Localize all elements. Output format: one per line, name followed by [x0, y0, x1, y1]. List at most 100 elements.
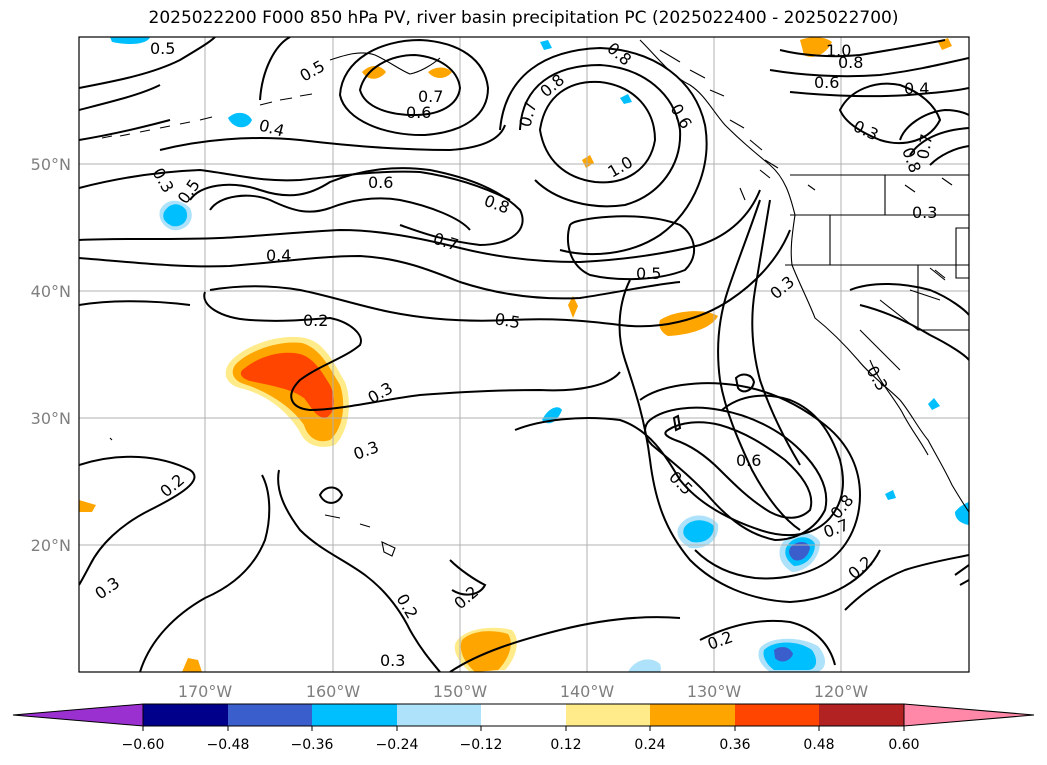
colorbar-segment: [650, 704, 735, 726]
colorbar: −0.60 −0.48 −0.36 −0.24 −0.12 0.12 0.24 …: [12, 703, 1035, 753]
contour-label: 0.6: [406, 103, 431, 122]
colorbar-segment: [228, 704, 312, 726]
contour-label: 0.7: [418, 87, 443, 106]
pv-contour-line: [189, 167, 524, 247]
contour-label: 0.8: [603, 39, 635, 70]
pv-contour-line: [566, 215, 695, 281]
negative-anomaly-patch: [774, 646, 793, 662]
colorbar-tick-label: 0.24: [634, 737, 665, 753]
positive-anomaly-patch: [938, 38, 952, 50]
colorbar-tick-label: 0.60: [888, 737, 919, 753]
contour-label: 1.0: [826, 41, 851, 60]
colorbar-tick-label: −0.36: [291, 737, 334, 753]
pv-contour-line: [449, 559, 487, 596]
pv-contour-line: [79, 455, 196, 586]
pv-contour-line: [79, 168, 511, 201]
pv-contour-line: [318, 486, 344, 504]
pv-contour-line: [779, 39, 946, 58]
contour-label: 1.0: [605, 152, 637, 181]
precip-shading: [79, 37, 969, 672]
colorbar-tick-label: 0.36: [719, 737, 750, 753]
contour-label: 0.5: [665, 467, 696, 498]
positive-anomaly-patch: [568, 296, 578, 318]
contour-label: 0.5: [297, 56, 329, 85]
pv-contours: [79, 37, 969, 672]
negative-anomaly-patch: [110, 37, 150, 45]
pv-contour-line: [79, 119, 171, 141]
lat-label: 30°N: [31, 409, 71, 428]
pv-contour-line: [259, 37, 291, 101]
lat-label: 20°N: [31, 536, 71, 555]
longitude-labels: 170°W 160°W 150°W 140°W 130°W 120°W: [178, 682, 869, 701]
pv-contour-line: [734, 373, 756, 393]
contour-label: 0.8: [838, 53, 863, 72]
colorbar-tick-label: 0.12: [550, 737, 581, 753]
pv-contour-line: [751, 199, 801, 466]
positive-anomaly-patch: [582, 155, 594, 168]
colorbar-tick-label: −0.60: [122, 737, 165, 753]
lon-label: 170°W: [178, 682, 233, 701]
colorbar-tick-label: −0.24: [376, 737, 419, 753]
contour-label: 0.8: [536, 70, 568, 101]
positive-anomaly-patch: [659, 311, 718, 336]
pv-contour-line: [159, 124, 506, 152]
positive-anomaly-patch: [240, 352, 335, 418]
negative-anomaly-patch: [683, 520, 714, 543]
lon-label: 150°W: [433, 682, 488, 701]
colorbar-extend-low: [12, 703, 144, 727]
pv-contour-line: [717, 199, 801, 531]
negative-anomaly-patch: [540, 40, 552, 50]
pv-contour-line: [618, 279, 881, 604]
pv-contour-line: [277, 469, 441, 672]
negative-anomaly-patch: [955, 502, 969, 525]
pv-contour-line: [769, 57, 969, 78]
contour-label: 0.5: [150, 39, 175, 58]
positive-anomaly-patch: [428, 67, 452, 78]
contour-label: 0.7: [431, 229, 461, 255]
contour-label: 0.3: [149, 165, 178, 197]
plot-title: 2025022200 F000 850 hPa PV, river basin …: [148, 8, 899, 28]
negative-anomaly-patch: [228, 112, 252, 128]
colorbar-segment: [397, 704, 481, 726]
lat-label: 40°N: [31, 282, 71, 301]
positive-anomaly-patch: [800, 37, 832, 57]
pv-contour-line: [789, 87, 969, 98]
pv-contour-line: [139, 474, 271, 672]
pv-contour-line: [519, 63, 682, 208]
positive-anomaly-patch: [460, 631, 511, 672]
pv-contour-line: [849, 283, 969, 316]
coastlines: [101, 39, 969, 557]
pv-contour-line: [79, 254, 681, 300]
colorbar-tick-label: −0.12: [460, 737, 503, 753]
contour-labels: 0.5 0.5 0.6 0.7 0.4 0.3 0.5 0.6 0.8 0.7 …: [91, 39, 937, 670]
negative-anomaly-patch: [163, 204, 188, 227]
contour-label: 0.7: [913, 132, 936, 160]
pv-contour-line: [79, 84, 161, 111]
negative-anomaly-patch: [628, 659, 661, 672]
lon-label: 120°W: [814, 682, 869, 701]
pv-contour-line: [699, 619, 836, 666]
colorbar-ticks: [142, 726, 905, 731]
contour-label: 0.2: [450, 582, 482, 613]
positive-anomaly-patch: [182, 658, 202, 672]
contour-label: 0.3: [351, 437, 381, 464]
contour-label: 0.2: [303, 311, 328, 330]
positive-anomaly-patch: [79, 500, 96, 512]
contour-label: 0.3: [850, 116, 881, 144]
colorbar-segment: [481, 704, 566, 726]
contour-label: 0.2: [156, 470, 188, 501]
contour-label: 0.2: [844, 552, 876, 583]
colorbar-tick-label: −0.48: [207, 737, 250, 753]
colorbar-segment: [312, 704, 397, 726]
contour-label: 0.4: [257, 116, 287, 141]
contour-label: 0.5: [493, 309, 521, 332]
contour-label: 0.3: [912, 203, 937, 222]
pv-contour-line: [899, 108, 969, 141]
colorbar-segment: [735, 704, 819, 726]
lon-label: 140°W: [560, 682, 615, 701]
contour-label: 0.3: [766, 272, 798, 303]
contour-label: 0.6: [736, 451, 761, 470]
pv-contour-line: [639, 382, 862, 580]
pv-contour-line: [79, 300, 191, 306]
